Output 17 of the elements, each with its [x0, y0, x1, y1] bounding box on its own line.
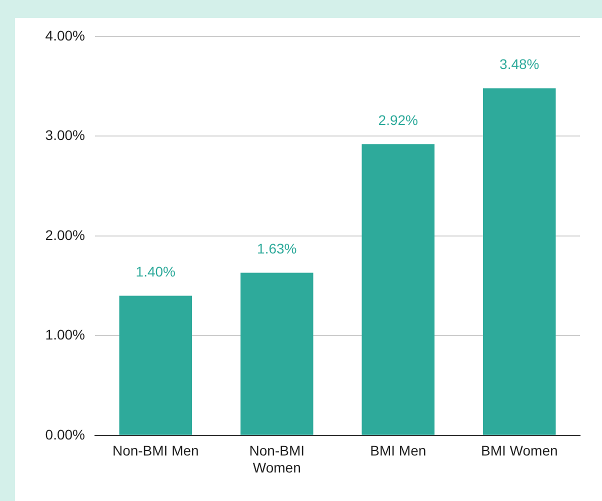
data-label: 1.63%	[257, 240, 297, 257]
y-tick-label: 0.00%	[45, 426, 85, 442]
bar	[362, 144, 434, 435]
x-tick-label: Non-BMI Women	[249, 442, 304, 476]
y-tick-label: 4.00%	[45, 27, 85, 44]
data-label: 2.92%	[378, 112, 418, 128]
x-tick-label: Non-BMI Men	[112, 442, 199, 459]
y-tick-label: 2.00%	[45, 226, 85, 243]
bar	[483, 88, 556, 435]
data-label: 3.48%	[500, 56, 540, 72]
x-tick-label: BMI Men	[370, 442, 426, 459]
x-tick-label: BMI Women	[480, 442, 558, 459]
bar	[240, 272, 314, 435]
y-tick-label: 3.00%	[45, 127, 85, 144]
y-tick-label: 1.00%	[45, 326, 85, 343]
bar	[119, 296, 192, 435]
data-label: 1.40%	[136, 264, 176, 280]
